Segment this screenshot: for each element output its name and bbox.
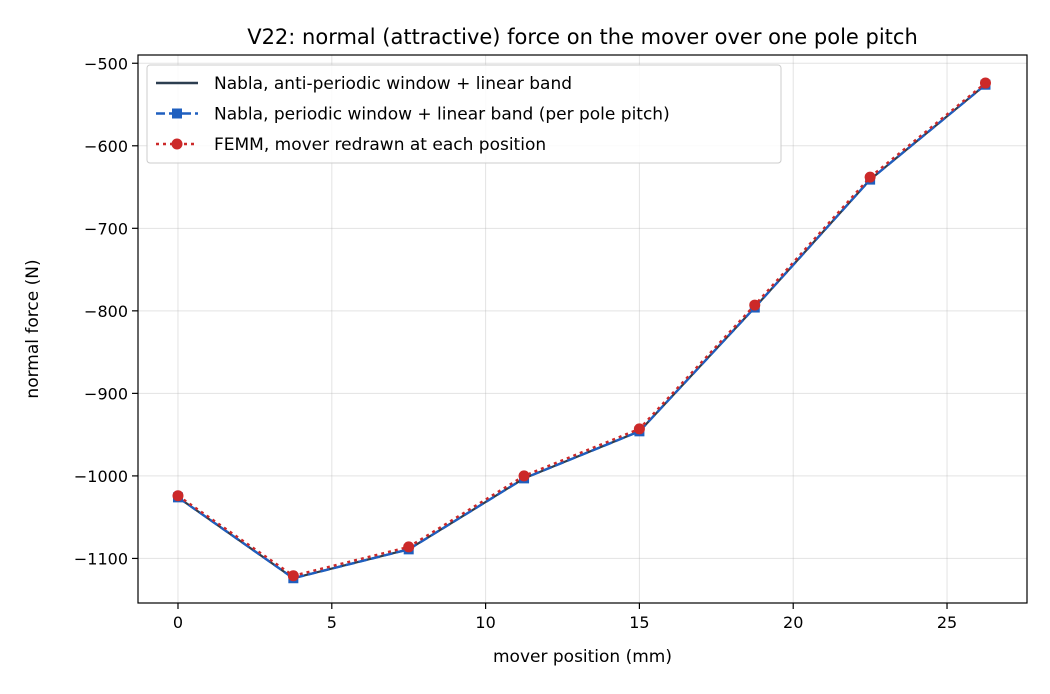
y-tick-label: −600 bbox=[84, 137, 128, 156]
legend-entry-1: Nabla, anti-periodic window + linear ban… bbox=[156, 74, 572, 94]
x-tick-label: 0 bbox=[173, 613, 183, 632]
series-3-point bbox=[979, 77, 991, 89]
y-tick-label: −700 bbox=[84, 219, 128, 238]
series-3-point bbox=[749, 299, 761, 311]
series-3-point bbox=[518, 470, 530, 482]
x-axis-ticks: 0 5 10 15 20 25 bbox=[173, 603, 957, 632]
x-tick-label: 5 bbox=[327, 613, 337, 632]
series-3-point bbox=[287, 570, 299, 582]
legend-entry-2: Nabla, periodic window + linear band (pe… bbox=[156, 105, 670, 125]
series-3-point bbox=[864, 171, 876, 183]
y-tick-label: −900 bbox=[84, 384, 128, 403]
plot-frame bbox=[137, 54, 1028, 604]
series-3-line bbox=[177, 82, 987, 577]
legend-label: Nabla, anti-periodic window + linear ban… bbox=[214, 74, 572, 94]
y-tick-label: −1000 bbox=[74, 467, 128, 486]
y-tick-label: −1100 bbox=[74, 549, 128, 568]
x-tick-label: 20 bbox=[783, 613, 803, 632]
legend-swatch-marker bbox=[172, 108, 182, 119]
legend-entry-3: FEMM, mover redrawn at each position bbox=[156, 135, 546, 155]
series-3-point bbox=[633, 423, 645, 435]
y-tick-label: −500 bbox=[84, 54, 128, 73]
x-tick-label: 15 bbox=[629, 613, 649, 632]
series-3-point bbox=[403, 541, 415, 553]
y-axis-ticks: −1100 −1000 −900 −800 −700 −600 −500 bbox=[74, 54, 138, 568]
legend-swatch-marker bbox=[171, 138, 183, 150]
legend-entries: Nabla, anti-periodic window + linear ban… bbox=[156, 74, 670, 155]
legend-box bbox=[146, 64, 782, 164]
legend-label: FEMM, mover redrawn at each position bbox=[214, 135, 546, 155]
x-axis-label: mover position (mm) bbox=[493, 647, 672, 667]
x-tick-label: 10 bbox=[475, 613, 495, 632]
legend: Nabla, anti-periodic window + linear ban… bbox=[146, 64, 782, 164]
chart-title: V22: normal (attractive) force on the mo… bbox=[247, 25, 918, 49]
legend-label: Nabla, periodic window + linear band (pe… bbox=[214, 105, 670, 125]
y-tick-label: −800 bbox=[84, 302, 128, 321]
x-tick-label: 25 bbox=[937, 613, 957, 632]
series-3 bbox=[172, 77, 991, 582]
series-layer bbox=[172, 77, 991, 584]
y-axis-label: normal force (N) bbox=[23, 259, 43, 398]
series-3-point bbox=[172, 490, 184, 502]
series-2-line bbox=[177, 83, 987, 580]
